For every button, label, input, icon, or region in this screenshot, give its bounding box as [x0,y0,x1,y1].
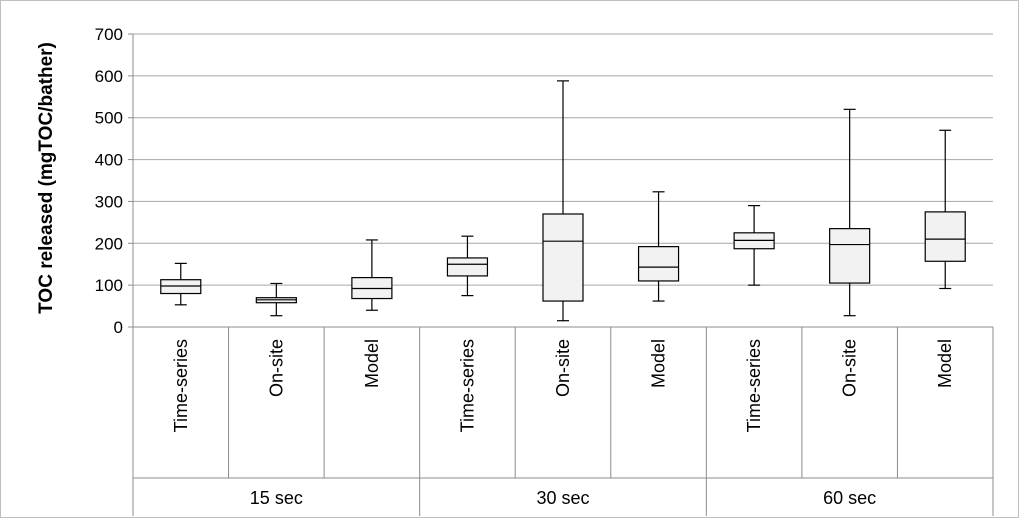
box-body [446,257,489,277]
y-tick-label: 300 [95,192,123,211]
x-category-label: On-site [266,339,286,397]
box-5 [542,80,584,322]
y-tick-label: 200 [95,234,123,253]
x-group-label: 60 sec [823,488,876,508]
y-tick-label: 700 [95,25,123,44]
box-body [829,228,871,284]
y-tick-label: 500 [95,109,123,128]
y-tick-label: 100 [95,276,123,295]
box-9 [924,129,966,290]
y-tick-label: 0 [114,318,123,337]
box-body [637,246,680,282]
box-3 [351,239,393,311]
box-body [160,279,202,295]
x-category-label: Model [649,339,669,388]
box-7 [733,205,775,286]
x-group-label: 15 sec [250,488,303,508]
y-tick-labels: 0 100 200 300 400 500 600 700 [95,25,123,337]
box-6 [637,191,680,302]
x-category-label: Time-series [171,339,191,432]
x-category-label: Time-series [744,339,764,432]
x-group-label: 30 sec [536,488,589,508]
boxes [160,80,966,322]
x-category-label: Model [935,339,955,388]
x-category-label: On-site [553,339,573,397]
x-axis: Time-series On-site Model Time-series On-sit… [132,326,994,516]
box-2 [255,282,297,317]
x-category-label: Time-series [457,339,477,432]
box-4 [446,235,489,297]
box-body [542,213,584,302]
y-tick-label: 600 [95,67,123,86]
x-category-label: Model [362,339,382,388]
box-8 [829,108,871,317]
y-axis-label: TOC released (mgTOC/bather) [36,42,57,314]
y-tick-label: 400 [95,151,123,170]
box-body [924,211,966,262]
box-1 [160,262,202,306]
x-category-label: On-site [840,339,860,397]
